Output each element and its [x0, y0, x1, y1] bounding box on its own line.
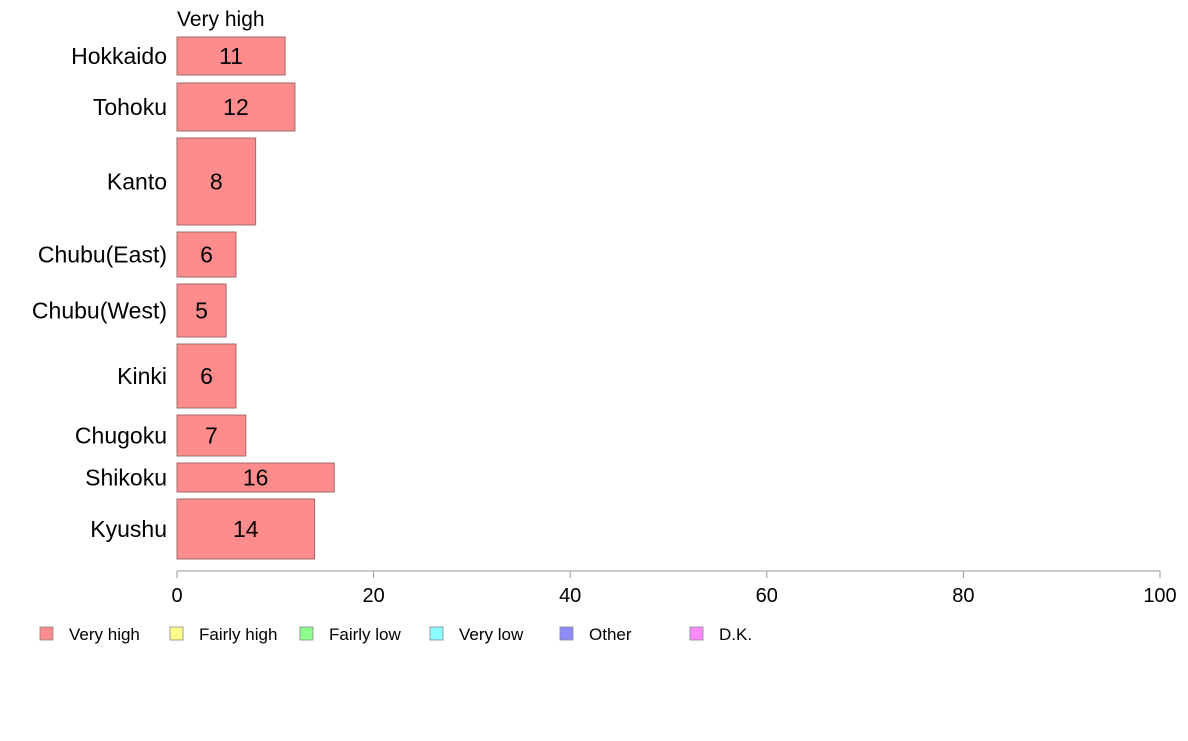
category-label: Kanto	[107, 169, 167, 195]
bar-chugoku	[176, 414, 247, 457]
data-label: 5	[195, 298, 208, 324]
category-label: Shikoku	[85, 465, 167, 491]
category-label: Kyushu	[90, 516, 167, 542]
bar-shikoku	[176, 462, 335, 493]
data-label: 12	[223, 94, 249, 120]
legend-swatch	[39, 626, 54, 641]
legend-label: Fairly high	[199, 625, 277, 644]
category-label: Kinki	[117, 363, 167, 389]
data-label: 6	[200, 363, 213, 389]
category-label: Chubu(East)	[38, 242, 167, 268]
legend-label: D.K.	[719, 625, 752, 644]
legend-swatch	[169, 626, 184, 641]
legend-swatch	[429, 626, 444, 641]
category-label: Chubu(West)	[32, 298, 167, 324]
legend-label: Very high	[69, 625, 140, 644]
data-label: 6	[200, 242, 213, 268]
data-label: 14	[233, 516, 259, 542]
panel-title: Very high	[177, 8, 265, 31]
legend-swatch	[299, 626, 314, 641]
data-label: 7	[205, 423, 218, 449]
legend-label: Very low	[459, 625, 524, 644]
data-label: 8	[210, 169, 223, 195]
category-label: Hokkaido	[71, 43, 167, 69]
data-label: 11	[219, 43, 243, 69]
legend-label: Fairly low	[329, 625, 402, 644]
bar-hokkaido	[176, 36, 286, 76]
x-tick-label: 20	[362, 585, 384, 607]
bars-layer: 11 Hokkaido 12 Tohoku 8 Kanto 6 Chubu(East) 5 Chu…	[32, 36, 335, 560]
legend-swatch	[559, 626, 574, 641]
x-tick-label: 80	[952, 585, 974, 607]
data-label: 16	[243, 465, 269, 491]
x-tick-label: 40	[559, 585, 581, 607]
bar-kyushu	[176, 498, 316, 560]
bar-kinki	[176, 343, 237, 409]
bar-tohoku	[176, 82, 296, 132]
x-axis: 0 20 40 60 80 100	[171, 570, 1177, 607]
legend: Very high Fairly high Fairly low Very low Ot…	[39, 625, 752, 644]
category-label: Tohoku	[93, 94, 167, 120]
bar-chubu-west-	[176, 283, 227, 338]
x-tick-label: 60	[756, 585, 778, 607]
bar-kanto	[176, 137, 257, 226]
category-label: Chugoku	[75, 423, 167, 449]
legend-swatch	[689, 626, 704, 641]
x-tick-label: 0	[171, 585, 182, 607]
bar-chubu-east-	[176, 231, 237, 278]
x-tick-label: 100	[1143, 585, 1176, 607]
legend-label: Other	[589, 625, 632, 644]
